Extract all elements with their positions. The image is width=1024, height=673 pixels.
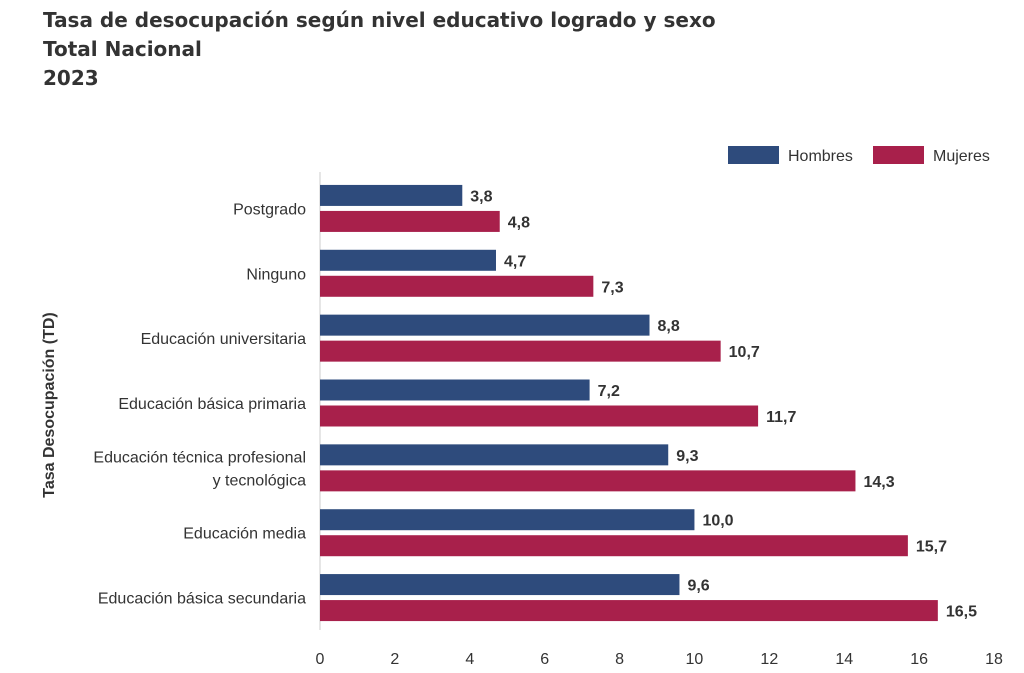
legend-label-hombres: Hombres <box>788 148 853 165</box>
category-label-4: Educación técnica profesional y tecnológi… <box>93 449 306 489</box>
x-tick-label-4: 8 <box>615 651 624 668</box>
x-tick-label-0: 0 <box>316 651 325 668</box>
bar-hombres-4 <box>320 444 669 466</box>
data-label-mujeres-2: 10,7 <box>729 344 760 361</box>
data-label-hombres-2: 8,8 <box>658 318 680 335</box>
title-line-3: 2023 <box>43 66 99 90</box>
x-tick-label-5: 10 <box>686 651 704 668</box>
bar-hombres-3 <box>320 379 590 401</box>
legend-swatch-mujeres <box>873 146 924 164</box>
x-tick-label-3: 6 <box>540 651 549 668</box>
bar-hombres-0 <box>320 184 463 206</box>
x-tick-label-6: 12 <box>760 651 778 668</box>
data-label-mujeres-1: 7,3 <box>601 279 623 296</box>
bar-mujeres-0 <box>320 210 500 232</box>
data-label-mujeres-0: 4,8 <box>508 214 530 231</box>
x-tick-label-1: 2 <box>390 651 399 668</box>
data-label-mujeres-3: 11,7 <box>766 409 796 426</box>
bar-mujeres-5 <box>320 535 908 557</box>
data-label-hombres-0: 3,8 <box>470 188 492 205</box>
title-line-2: Total Nacional <box>43 37 202 61</box>
legend-swatch-hombres <box>728 146 779 164</box>
x-tick-label-2: 4 <box>465 651 474 668</box>
bar-mujeres-6 <box>320 600 938 622</box>
data-label-mujeres-4: 14,3 <box>863 474 894 491</box>
bar-mujeres-4 <box>320 470 856 492</box>
bar-mujeres-2 <box>320 340 721 362</box>
category-label-0: Postgrado <box>233 201 306 218</box>
x-tick-label-8: 16 <box>910 651 928 668</box>
bar-hombres-1 <box>320 249 496 271</box>
data-label-mujeres-6: 16,5 <box>946 604 977 621</box>
y-axis-title: Tasa Desocupación (TD) <box>41 312 58 498</box>
data-label-mujeres-5: 15,7 <box>916 539 947 556</box>
chart-title: Tasa de desocupación según nivel educati… <box>43 6 716 93</box>
bar-mujeres-3 <box>320 405 759 427</box>
category-label-6: Educación básica secundaria <box>98 591 306 608</box>
category-label-3: Educación básica primaria <box>118 396 306 413</box>
x-tick-label-7: 14 <box>835 651 853 668</box>
data-label-hombres-4: 9,3 <box>676 448 698 465</box>
legend-label-mujeres: Mujeres <box>933 148 990 165</box>
category-label-2: Educación universitaria <box>141 331 307 348</box>
title-line-1: Tasa de desocupación según nivel educati… <box>43 8 716 32</box>
x-tick-label-9: 18 <box>985 651 1003 668</box>
bar-hombres-6 <box>320 574 680 596</box>
data-label-hombres-1: 4,7 <box>504 253 526 270</box>
data-label-hombres-3: 7,2 <box>598 383 620 400</box>
category-label-1: Ninguno <box>246 266 306 283</box>
data-label-hombres-5: 10,0 <box>702 513 733 530</box>
bar-mujeres-1 <box>320 275 594 297</box>
data-label-hombres-6: 9,6 <box>687 578 709 595</box>
bar-hombres-2 <box>320 314 650 336</box>
category-label-5: Educación media <box>183 526 306 543</box>
bar-hombres-5 <box>320 509 695 531</box>
